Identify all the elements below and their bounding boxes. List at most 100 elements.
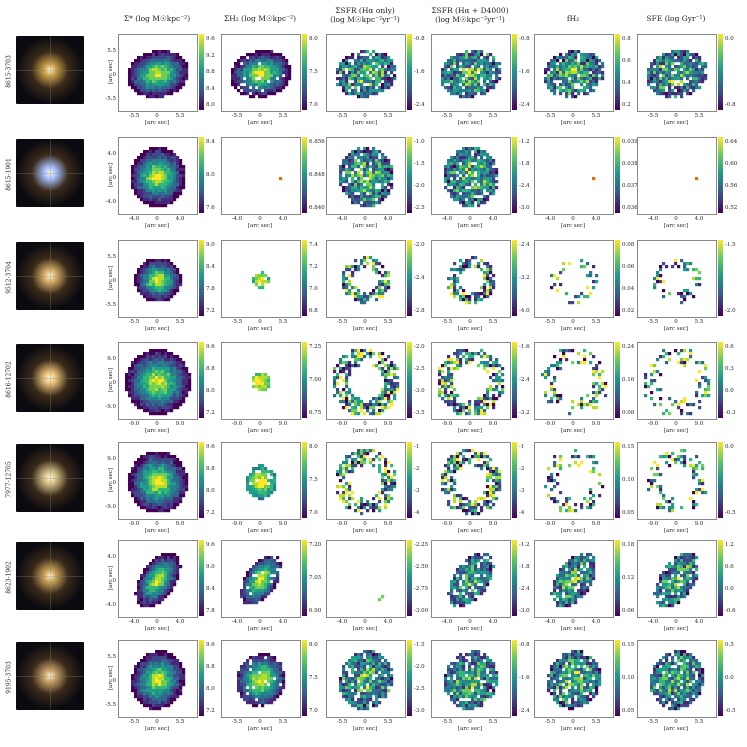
map-pixel (447, 403, 451, 407)
map-pixel (264, 379, 268, 383)
map-pixel (152, 168, 156, 172)
map-pixel (598, 388, 602, 392)
map-pixel (550, 488, 554, 492)
map-pixel (489, 292, 493, 296)
map-pixel (550, 86, 554, 90)
map-pixel (653, 277, 657, 281)
map-pixel (158, 470, 162, 474)
map-pixel (149, 506, 153, 510)
map-pixel (185, 479, 189, 483)
map-pixel (486, 485, 490, 489)
map-pixel (231, 83, 235, 87)
map-pixel (348, 92, 352, 96)
map-pixel (158, 268, 162, 272)
x-tick-label: 9.0 (383, 521, 393, 527)
map-pixel (164, 168, 168, 172)
map-pixel (164, 147, 168, 151)
map-pixel (668, 53, 672, 57)
x-tick-label: 0 (674, 421, 678, 427)
map-pixel (164, 77, 168, 81)
map-pixel (348, 183, 352, 187)
map-pixel (161, 277, 165, 281)
map-pixel (489, 83, 493, 87)
map-pixel (155, 204, 159, 208)
map-pixel (158, 295, 162, 299)
map-pixel (137, 370, 141, 374)
map-pixel (158, 455, 162, 459)
map-pixel (390, 80, 394, 84)
map-pixel (164, 503, 168, 507)
map-pixel (450, 83, 454, 87)
map-pixel (372, 409, 376, 413)
map-pixel (489, 467, 493, 471)
map-pixel (161, 476, 165, 480)
map-pixel (474, 150, 478, 154)
map-pixel (176, 482, 180, 486)
map-pixel (360, 80, 364, 84)
map-pixel (348, 168, 352, 172)
map-pixel (137, 482, 141, 486)
map-pixel (131, 373, 135, 377)
map-pixel (692, 53, 696, 57)
map-pixel (351, 491, 355, 495)
x-tick-label: 0 (571, 113, 575, 119)
map-pixel (553, 92, 557, 96)
map-pixel (550, 83, 554, 87)
map-pixel (270, 74, 274, 78)
map-pixel (692, 89, 696, 93)
map-pixel (167, 168, 171, 172)
map-image (550, 259, 599, 305)
map-pixel (474, 452, 478, 456)
map-pixel (149, 568, 153, 572)
map-pixel (161, 562, 165, 566)
map-pixel (261, 53, 265, 57)
map-pixel (170, 289, 174, 293)
map-pixel (465, 56, 469, 60)
map-pixel (483, 461, 487, 465)
map-pixel (486, 461, 490, 465)
map-pixel (656, 77, 660, 81)
map-pixel (188, 385, 192, 389)
map-pixel (146, 355, 150, 359)
map-pixel (170, 476, 174, 480)
map-pixel (354, 159, 358, 163)
map-pixel (453, 186, 457, 190)
map-pixel (577, 77, 581, 81)
map-pixel (164, 298, 168, 302)
map-pixel (471, 168, 475, 172)
map-pixel (137, 168, 141, 172)
map-pixel (155, 506, 159, 510)
map-pixel (498, 488, 502, 492)
map-pixel (134, 162, 138, 166)
map-pixel (155, 458, 159, 462)
map-pixel (686, 412, 690, 416)
colorbar-tick-label: 0.0 (725, 444, 734, 450)
map-pixel (393, 470, 397, 474)
map-pixel (185, 77, 189, 81)
map-pixel (158, 500, 162, 504)
map-pixel (264, 59, 268, 63)
map-pixel (146, 455, 150, 459)
map-pixel (674, 458, 678, 462)
map-pixel (387, 370, 391, 374)
map-pixel (363, 292, 367, 296)
map-pixel (357, 83, 361, 87)
map-pixel (489, 397, 493, 401)
map-pixel (498, 482, 502, 486)
map-pixel (140, 400, 144, 404)
map-pixel (161, 503, 165, 507)
map-pixel (143, 286, 147, 290)
map-pixel (354, 62, 358, 66)
map-pixel (155, 271, 159, 275)
map-pixel (149, 364, 153, 368)
map-pixel (182, 476, 186, 480)
map-pixel (357, 156, 361, 160)
map-pixel (161, 391, 165, 395)
colorbar (512, 442, 517, 518)
map-pixel (158, 189, 162, 193)
map-pixel (459, 71, 463, 75)
x-axis-label: [arc sec] (144, 223, 170, 229)
map-pixel (345, 162, 349, 166)
map-pixel (381, 361, 385, 365)
map-pixel (339, 367, 343, 371)
